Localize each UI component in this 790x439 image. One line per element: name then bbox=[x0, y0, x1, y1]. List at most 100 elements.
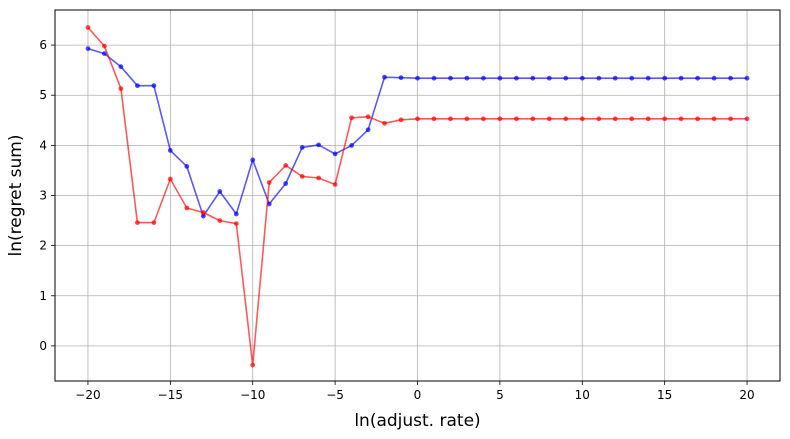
series-point-1 bbox=[349, 143, 354, 148]
series-point-1 bbox=[299, 145, 305, 150]
series-point-1 bbox=[629, 75, 635, 81]
series-point-2 bbox=[184, 205, 190, 211]
series-point-1 bbox=[250, 157, 256, 163]
series-point-2 bbox=[382, 120, 387, 126]
grid bbox=[55, 10, 780, 381]
series-point-2 bbox=[415, 116, 420, 122]
series-point-1 bbox=[200, 213, 206, 219]
series-point-1 bbox=[711, 75, 717, 81]
series-point-2 bbox=[744, 116, 750, 122]
series-point-1 bbox=[530, 75, 536, 81]
series-point-2 bbox=[464, 116, 470, 122]
series-point-2 bbox=[135, 220, 140, 226]
x-tick-label: −15 bbox=[158, 388, 183, 402]
series-point-2 bbox=[497, 116, 503, 122]
series-point-1 bbox=[151, 83, 157, 89]
ticks: −20 −15 −10 −5 0 5 10 15 20 0 1 2 3 4 5 6 bbox=[39, 38, 754, 402]
series-point-1 bbox=[167, 148, 173, 153]
series-point-2 bbox=[349, 115, 354, 121]
series-point-1 bbox=[283, 181, 289, 186]
series-point-1 bbox=[514, 75, 519, 81]
series-point-2 bbox=[332, 182, 338, 187]
series-point-1 bbox=[481, 75, 486, 81]
series-point-1 bbox=[678, 75, 684, 81]
series-point-2 bbox=[167, 176, 173, 182]
series-point-1 bbox=[448, 75, 453, 81]
series-point-2 bbox=[695, 116, 700, 122]
series-point-2 bbox=[596, 116, 602, 122]
series-point-1 bbox=[612, 75, 618, 81]
series-point-2 bbox=[102, 43, 107, 49]
series-point-2 bbox=[85, 25, 91, 30]
series-point-2 bbox=[398, 117, 404, 123]
series-point-2 bbox=[728, 116, 733, 122]
series-point-1 bbox=[744, 75, 750, 81]
x-tick-label: 15 bbox=[657, 388, 672, 402]
series-point-1 bbox=[645, 75, 651, 81]
series-point-2 bbox=[579, 116, 585, 122]
series-point-1 bbox=[85, 46, 91, 51]
series-point-2 bbox=[448, 116, 453, 122]
series-point-1 bbox=[695, 75, 700, 81]
series-point-2 bbox=[283, 163, 289, 168]
y-tick-label: 1 bbox=[39, 289, 47, 303]
y-tick-label: 5 bbox=[39, 88, 47, 102]
series-point-2 bbox=[612, 116, 618, 122]
series-point-1 bbox=[102, 51, 107, 56]
series-point-2 bbox=[530, 116, 536, 122]
y-tick-label: 6 bbox=[39, 38, 47, 52]
series-point-2 bbox=[217, 218, 223, 224]
x-tick-label: 20 bbox=[739, 388, 754, 402]
x-tick-label: −10 bbox=[240, 388, 265, 402]
series-point-2 bbox=[662, 116, 668, 122]
x-tick-label: −20 bbox=[75, 388, 100, 402]
series-point-1 bbox=[233, 211, 239, 217]
series-point-2 bbox=[365, 114, 371, 120]
y-tick-label: 3 bbox=[39, 189, 47, 203]
series-point-1 bbox=[546, 75, 552, 81]
y-axis-title: ln(regret sum) bbox=[6, 135, 26, 257]
series-point-1 bbox=[217, 189, 223, 194]
series-point-2 bbox=[316, 175, 321, 181]
series-point-1 bbox=[382, 74, 387, 80]
series-point-2 bbox=[233, 221, 239, 227]
series-point-2 bbox=[514, 116, 519, 122]
y-tick-label: 4 bbox=[39, 138, 47, 152]
x-tick-label: 5 bbox=[496, 388, 504, 402]
series-point-2 bbox=[563, 116, 569, 122]
series-point-1 bbox=[662, 75, 668, 81]
series-point-1 bbox=[464, 75, 470, 81]
series-point-2 bbox=[266, 180, 272, 185]
series-point-2 bbox=[711, 116, 717, 122]
y-tick-label: 0 bbox=[39, 339, 47, 353]
series-point-1 bbox=[135, 83, 140, 89]
series-point-1 bbox=[415, 75, 420, 81]
series-point-2 bbox=[481, 116, 486, 122]
series-point-2 bbox=[151, 220, 157, 226]
series-point-2 bbox=[200, 210, 206, 215]
series-point-1 bbox=[316, 142, 321, 148]
series-point-2 bbox=[431, 116, 437, 122]
series-point-2 bbox=[299, 174, 305, 179]
series-point-1 bbox=[579, 75, 585, 81]
series-point-2 bbox=[546, 116, 552, 122]
series-point-1 bbox=[563, 75, 569, 81]
x-axis-title: ln(adjust. rate) bbox=[354, 411, 480, 431]
series-point-1 bbox=[596, 75, 602, 81]
series-point-2 bbox=[250, 362, 256, 368]
series-point-1 bbox=[365, 127, 371, 133]
series-point-1 bbox=[431, 75, 437, 81]
series-point-1 bbox=[332, 151, 338, 157]
series-point-2 bbox=[678, 116, 684, 122]
series-point-1 bbox=[398, 75, 404, 81]
series-point-1 bbox=[728, 75, 733, 81]
series-point-2 bbox=[645, 116, 651, 122]
series-point-2 bbox=[629, 116, 635, 122]
x-tick-label: 0 bbox=[414, 388, 422, 402]
series-point-1 bbox=[184, 164, 190, 169]
x-tick-label: 10 bbox=[575, 388, 590, 402]
series-point-2 bbox=[118, 86, 124, 92]
series-point-1 bbox=[118, 64, 124, 70]
series-point-1 bbox=[497, 75, 503, 81]
